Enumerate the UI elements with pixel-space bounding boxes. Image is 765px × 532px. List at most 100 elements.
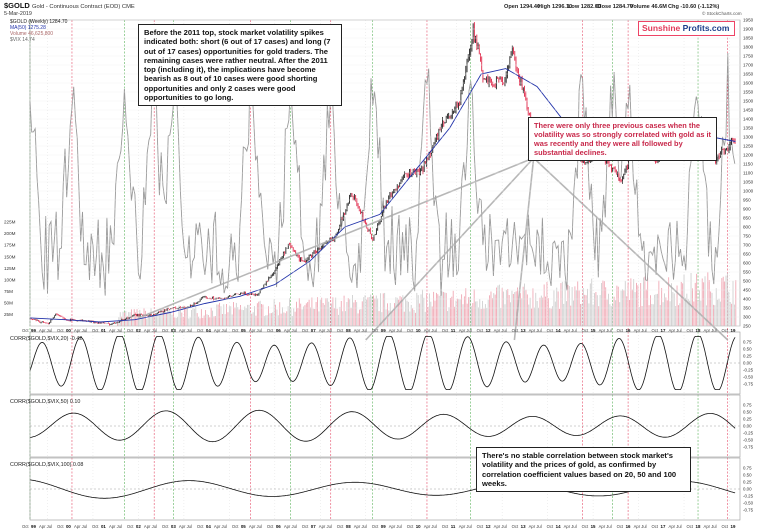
year-label: 15 <box>591 524 596 529</box>
corr-tick-label: -0.75 <box>743 508 754 513</box>
annotation-arrow <box>138 157 534 319</box>
axes: 1950190018501800175017001650160015501500… <box>4 18 754 529</box>
price-tick-label: 950 <box>743 198 751 203</box>
year-label: 04 <box>206 328 211 333</box>
correlation-panels <box>29 335 740 499</box>
annotation-arrow <box>533 157 729 341</box>
price-tick-label: 1400 <box>743 117 754 122</box>
logo-part2: Profits.com <box>682 23 730 33</box>
time-tick-label: Apr Jul <box>109 328 122 333</box>
price-tick-label: 350 <box>743 306 751 311</box>
legend-main: $GOLD (Weekly) 1284.70 <box>10 19 68 25</box>
year-label: 04 <box>206 524 211 529</box>
price-tick-label: 1600 <box>743 81 754 86</box>
year-label: 08 <box>346 524 351 529</box>
time-tick-label: Apr Jul <box>669 524 682 529</box>
price-tick-label: 1350 <box>743 126 754 131</box>
price-tick-label: 300 <box>743 315 751 320</box>
year-label: 05 <box>241 524 246 529</box>
corr-tick-label: 0.00 <box>743 424 752 429</box>
year-label: 19 <box>731 328 736 333</box>
year-label: 16 <box>626 328 631 333</box>
price-tick-label: 1450 <box>743 108 754 113</box>
price-tick-label: 1150 <box>743 162 753 167</box>
time-tick-label: Oct <box>162 524 169 529</box>
year-label: 18 <box>696 524 701 529</box>
time-tick-label: Oct <box>337 524 344 529</box>
volume-tick-label: 50M <box>4 300 13 305</box>
time-tick-label: Apr Jul <box>669 328 682 333</box>
time-tick-label: Oct <box>197 524 204 529</box>
ma50-line <box>29 68 736 323</box>
logo-part1: Sunshine <box>642 23 681 33</box>
time-tick-label: Apr Jul <box>249 524 262 529</box>
price-tick-label: 1250 <box>743 144 754 149</box>
time-tick-label: Apr Jul <box>459 328 472 333</box>
vix-series <box>29 50 736 296</box>
time-tick-label: Apr Jul <box>249 328 262 333</box>
time-tick-label: Oct <box>197 328 204 333</box>
year-label: 11 <box>451 524 456 529</box>
volume-tick-label: 25M <box>4 312 13 317</box>
time-tick-label: Apr Jul <box>144 524 157 529</box>
header-description: Gold - Continuous Contract (EOD) CME <box>32 4 135 10</box>
time-tick-label: Apr Jul <box>424 524 437 529</box>
volume-tick-label: 100M <box>4 277 16 282</box>
price-tick-label: 1500 <box>743 99 754 104</box>
volume-tick-label: 125M <box>4 266 16 271</box>
corr-tick-label: -0.75 <box>743 445 754 450</box>
time-tick-label: Apr Jul <box>529 524 542 529</box>
time-tick-label: Oct <box>512 524 519 529</box>
year-label: 09 <box>381 524 386 529</box>
time-tick-label: Apr Jul <box>214 524 227 529</box>
corr-tick-label: 0.25 <box>743 417 752 422</box>
price-tick-label: 1050 <box>743 180 754 185</box>
year-label: 02 <box>136 524 141 529</box>
corr100-label: CORR($GOLD,$VIX,100) 0.08 <box>10 462 83 468</box>
time-tick-label: Apr Jul <box>39 328 52 333</box>
header-volume: Volume 46.6M <box>630 4 667 10</box>
year-label: 99 <box>31 524 36 529</box>
corr-panel-frame <box>29 394 741 458</box>
corr-tick-label: 0.00 <box>743 487 752 492</box>
time-tick-label: Oct <box>617 328 624 333</box>
header-low: Low 1282.00 <box>568 4 601 10</box>
time-tick-label: Apr Jul <box>319 524 332 529</box>
header-symbol: $GOLD <box>4 1 30 10</box>
time-tick-label: Oct <box>337 328 344 333</box>
corr-tick-label: 0.25 <box>743 480 752 485</box>
year-label: 07 <box>311 328 316 333</box>
time-tick-label: Apr Jul <box>214 328 227 333</box>
volume-tick-label: 150M <box>4 254 16 259</box>
price-tick-label: 1750 <box>743 54 754 59</box>
corr-tick-label: 0.25 <box>743 354 752 359</box>
price-tick-label: 1850 <box>743 36 754 41</box>
time-tick-label: Apr Jul <box>179 328 192 333</box>
time-tick-label: Apr Jul <box>564 328 577 333</box>
time-tick-label: Apr Jul <box>179 524 192 529</box>
time-tick-label: Apr Jul <box>459 524 472 529</box>
corr-tick-label: 0.75 <box>743 340 752 345</box>
year-label: 06 <box>276 328 281 333</box>
corr-tick-label: -0.50 <box>743 501 754 506</box>
time-tick-label: Apr Jul <box>634 524 647 529</box>
time-tick-label: Apr Jul <box>74 328 87 333</box>
time-tick-label: Oct <box>302 524 309 529</box>
corr50-label: CORR($GOLD,$VIX,50) 0.10 <box>10 399 80 405</box>
price-tick-label: 500 <box>743 279 751 284</box>
time-tick-label: Oct <box>372 328 379 333</box>
corr-line <box>29 409 736 443</box>
price-tick-label: 900 <box>743 207 751 212</box>
corr-panel-frame <box>29 457 741 521</box>
sunshine-profits-logo: Sunshine Profits.com <box>638 21 735 36</box>
time-tick-label: Apr Jul <box>494 524 507 529</box>
time-tick-label: Oct <box>57 328 64 333</box>
price-tick-label: 1550 <box>743 90 754 95</box>
time-tick-label: Oct <box>687 328 694 333</box>
corr-tick-label: -0.25 <box>743 368 754 373</box>
price-series <box>29 22 736 326</box>
time-tick-label: Apr Jul <box>529 328 542 333</box>
time-tick-label: Oct <box>512 328 519 333</box>
price-tick-label: 800 <box>743 225 751 230</box>
